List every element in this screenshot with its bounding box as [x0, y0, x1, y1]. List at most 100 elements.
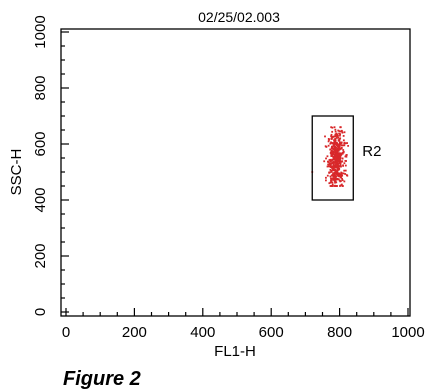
data-point	[339, 164, 342, 167]
y-tick-label: 200	[32, 243, 49, 268]
data-point	[337, 136, 340, 139]
data-point	[334, 181, 336, 184]
data-point	[342, 164, 345, 167]
data-point	[337, 149, 340, 152]
data-point	[336, 147, 339, 150]
data-point	[332, 167, 335, 170]
data-point	[343, 162, 346, 165]
data-point	[339, 134, 341, 137]
data-point	[338, 172, 341, 175]
data-point	[340, 173, 343, 176]
data-point	[331, 126, 334, 129]
y-tick-label: 1000	[32, 15, 49, 48]
data-point	[327, 163, 330, 166]
data-point	[332, 148, 335, 151]
data-point	[339, 133, 342, 136]
data-point	[328, 171, 331, 174]
gate-rectangle	[311, 115, 354, 201]
y-tick-label: 400	[32, 187, 49, 212]
data-point	[338, 132, 340, 135]
data-point	[340, 154, 343, 156]
data-point	[328, 162, 331, 165]
data-point	[341, 179, 344, 182]
data-point	[338, 157, 341, 160]
data-point	[338, 143, 340, 146]
data-point	[332, 179, 335, 181]
data-point	[338, 156, 341, 158]
data-point	[336, 161, 338, 164]
data-point	[332, 155, 335, 158]
data-point	[334, 143, 337, 145]
data-point	[332, 163, 335, 166]
data-point	[336, 134, 339, 136]
data-point	[339, 141, 342, 144]
data-point	[335, 181, 338, 184]
data-point	[327, 160, 329, 163]
data-point	[330, 159, 333, 162]
x-tick-label: 1000	[391, 324, 424, 341]
data-point	[333, 161, 336, 164]
data-point	[335, 156, 338, 159]
data-point	[331, 183, 334, 186]
data-point	[339, 159, 341, 162]
x-tick-label: 600	[259, 324, 284, 341]
data-point	[335, 166, 337, 169]
data-point	[333, 135, 335, 138]
data-point	[345, 154, 348, 156]
data-point	[336, 171, 339, 174]
data-point	[342, 172, 345, 175]
data-point	[330, 138, 333, 140]
y-tick-label: 0	[32, 308, 49, 316]
data-point	[333, 139, 335, 142]
data-point	[330, 155, 333, 157]
data-point	[347, 144, 350, 147]
data-point	[340, 152, 343, 155]
data-point	[335, 144, 338, 146]
data-point	[336, 163, 339, 166]
data-point	[333, 168, 335, 171]
data-point	[337, 165, 340, 168]
data-point	[339, 165, 342, 168]
data-point	[335, 137, 338, 139]
data-point	[344, 169, 347, 172]
data-point	[336, 166, 339, 169]
data-point	[332, 173, 334, 176]
data-point	[334, 145, 336, 148]
data-point	[332, 142, 335, 144]
x-tick-label: 800	[327, 324, 352, 341]
data-point	[334, 137, 337, 140]
data-point	[343, 131, 346, 134]
data-point	[334, 151, 336, 154]
data-point	[334, 133, 337, 136]
data-point	[334, 153, 337, 156]
data-point	[333, 180, 336, 182]
data-point	[330, 171, 333, 173]
data-point	[334, 184, 336, 187]
data-point	[330, 180, 333, 183]
data-point	[330, 142, 333, 144]
data-point	[334, 130, 337, 133]
data-point	[344, 173, 347, 175]
data-point	[340, 147, 343, 150]
data-point	[338, 140, 341, 142]
data-point	[326, 174, 329, 177]
data-point	[340, 142, 343, 145]
data-point	[338, 179, 341, 182]
data-point	[334, 139, 337, 142]
data-point	[336, 151, 338, 153]
data-point	[332, 177, 335, 180]
data-point	[335, 164, 338, 167]
data-point	[335, 149, 338, 152]
data-point	[338, 147, 341, 150]
data-point	[339, 161, 342, 164]
plot-area-frame	[60, 28, 411, 317]
data-point	[325, 176, 327, 179]
data-point	[344, 164, 347, 167]
data-point	[327, 140, 330, 143]
data-point	[338, 168, 341, 170]
data-point	[339, 130, 342, 133]
data-point	[336, 173, 339, 176]
data-point	[331, 130, 334, 133]
data-point	[326, 155, 329, 158]
data-point	[341, 174, 344, 177]
